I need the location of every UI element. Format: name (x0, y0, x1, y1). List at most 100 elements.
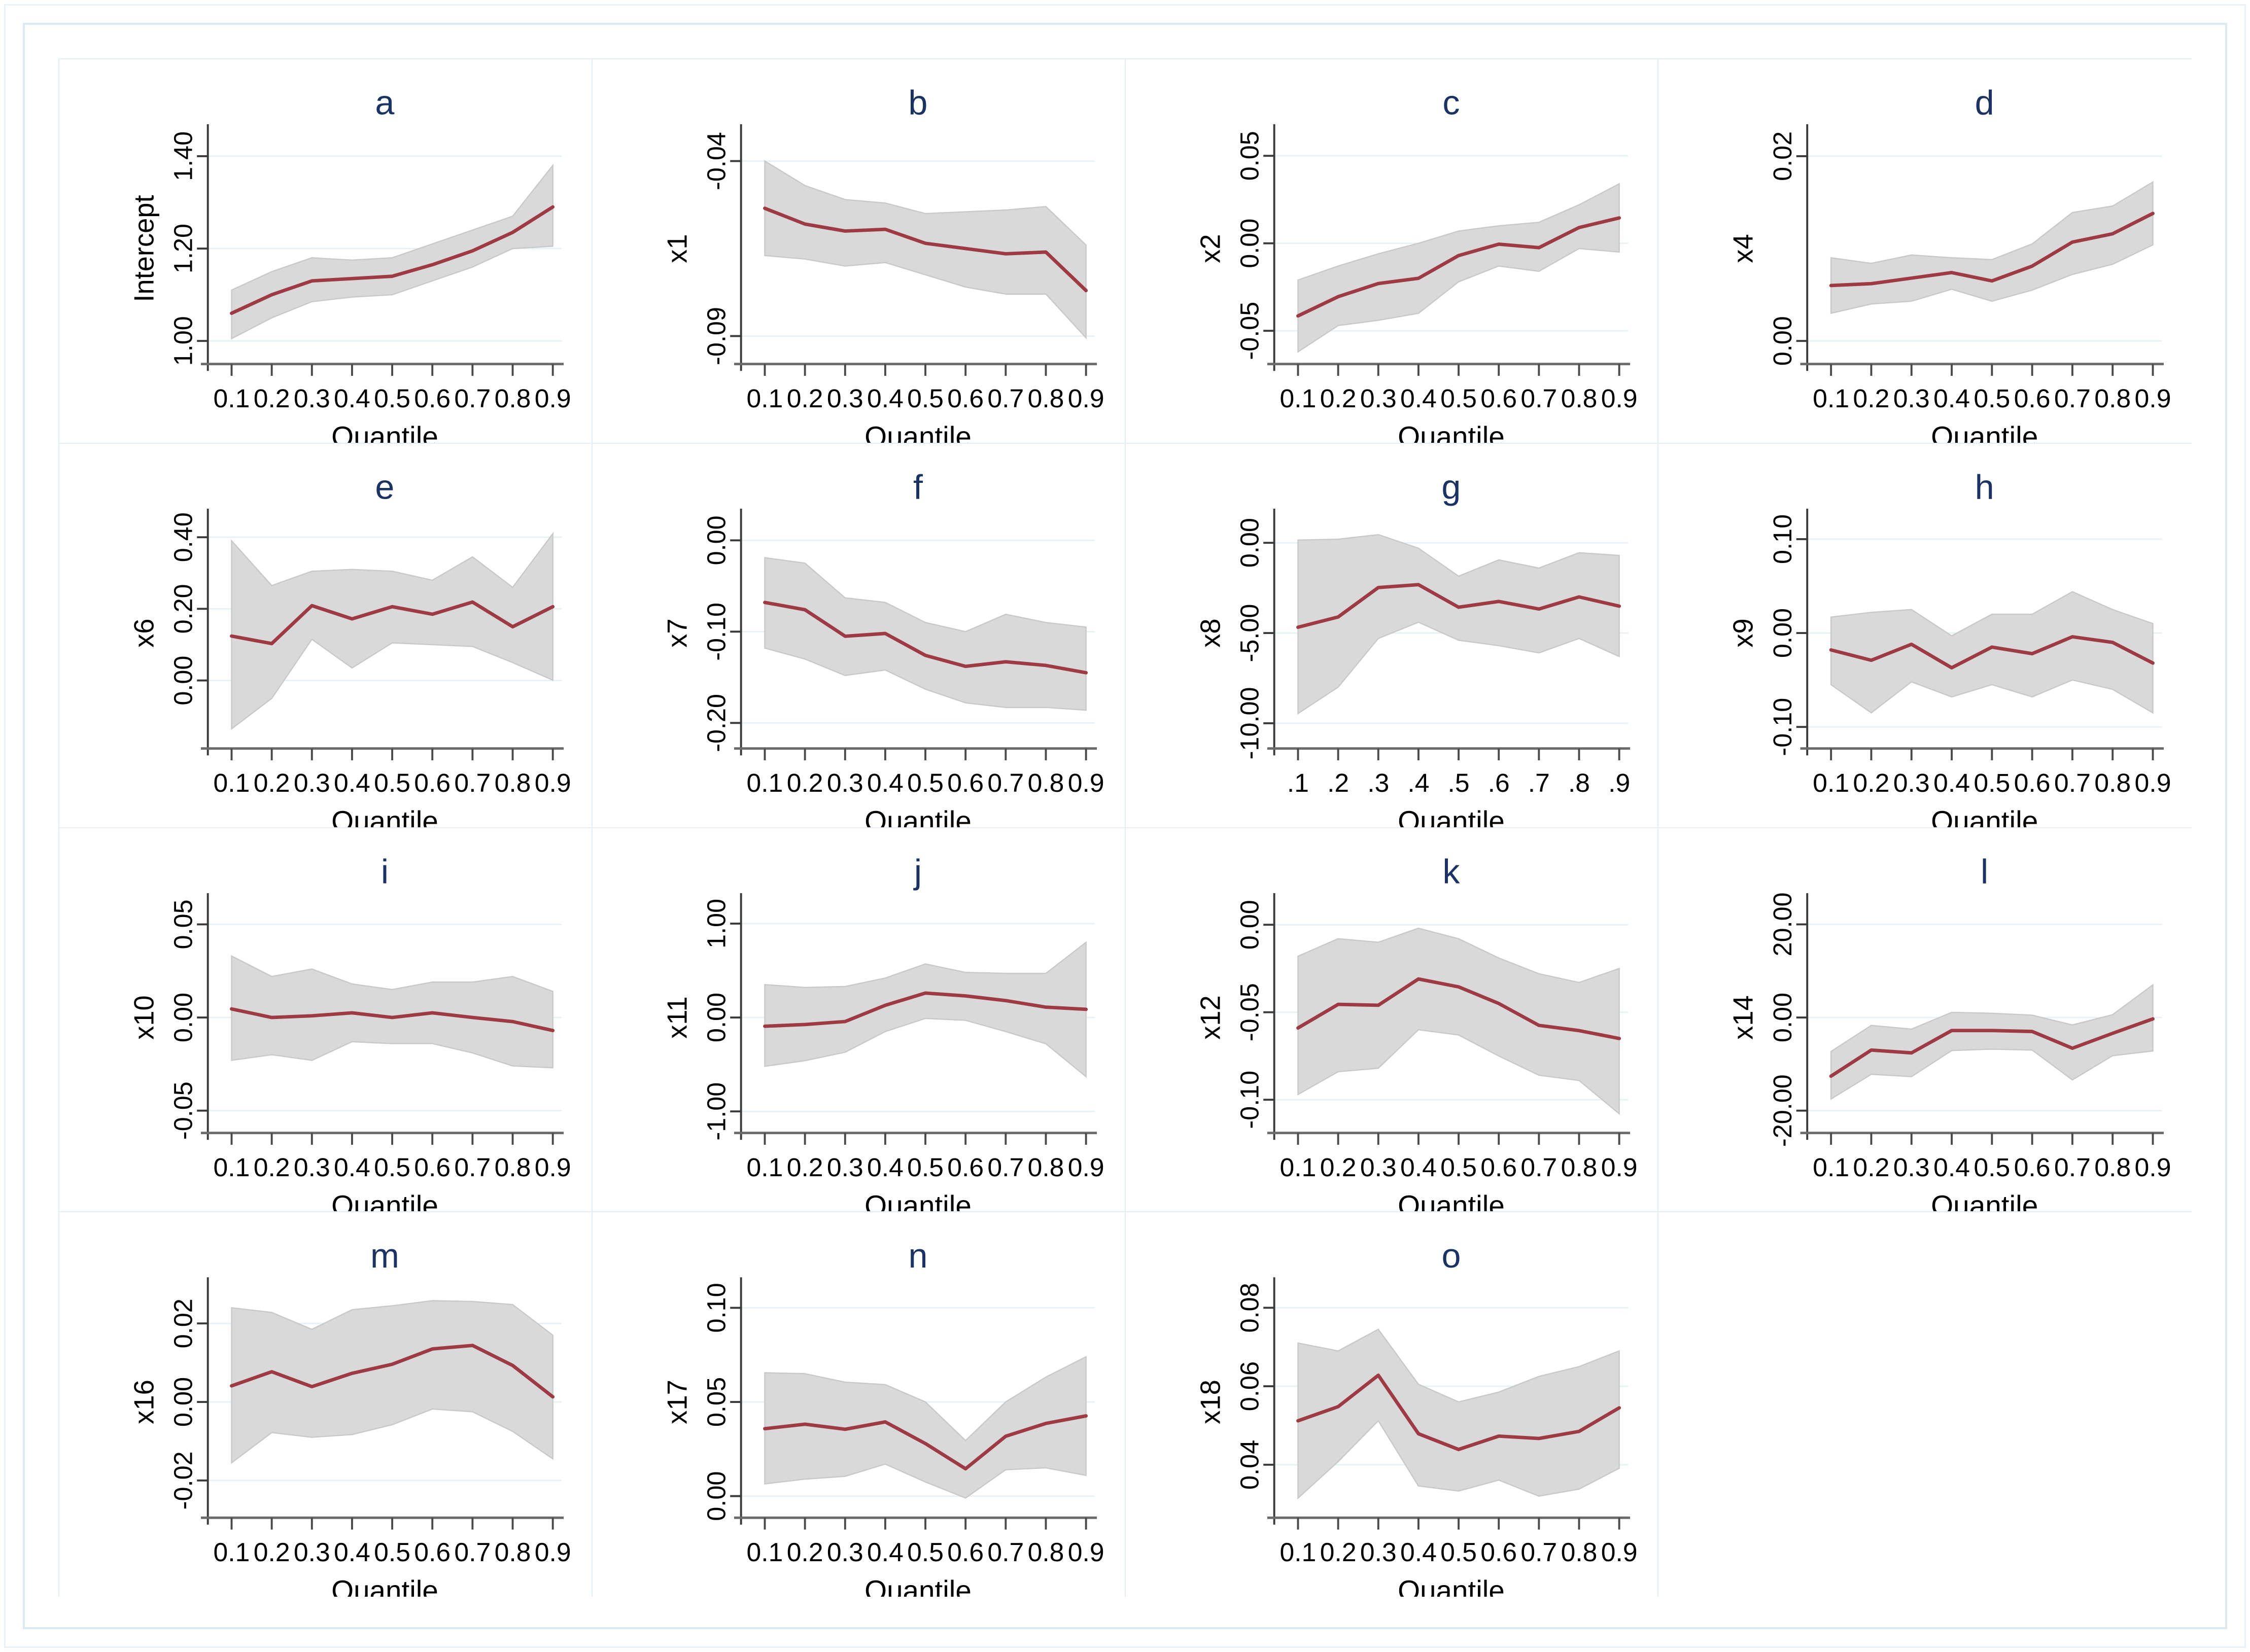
x-tick-label: 0.6 (2014, 768, 2051, 797)
confidence-band (764, 160, 1087, 340)
x-tick-label: 0.6 (414, 383, 451, 413)
y-axis-label: x4 (1728, 234, 1759, 263)
x-tick-label: 0.2 (254, 768, 290, 797)
x-tick-label: .8 (1568, 768, 1589, 797)
x-tick-label: 0.2 (1320, 1537, 1356, 1567)
x-axis-label: Quantile (1931, 421, 2038, 443)
x-tick-label: 0.1 (1813, 1152, 1849, 1182)
x-tick-label: 0.7 (1520, 383, 1557, 413)
x-tick-label: 0.8 (1561, 1152, 1597, 1182)
x-tick-label: 0.3 (294, 1152, 330, 1182)
x-tick-label: 0.4 (1400, 1537, 1437, 1567)
y-axis-label: x12 (1195, 995, 1226, 1039)
x-tick-label: 0.2 (786, 1537, 823, 1567)
x-tick-label: 0.3 (1893, 1152, 1930, 1182)
panel-a-plot: 1.00 1.20 1.40 0.1 0.2 0.3 0.4 0.5 0.6 0.7 0.8 0.9 a… (128, 84, 571, 443)
x-tick-label: 0.8 (495, 1537, 531, 1567)
x-tick-label: 0.4 (334, 1152, 370, 1182)
y-tick-label: -0.05 (168, 1081, 197, 1140)
x-tick-label: 0.7 (454, 383, 491, 413)
panel-title: b (908, 84, 927, 122)
x-tick-label: 0.5 (1440, 383, 1477, 413)
x-tick-label: 0.5 (374, 1152, 410, 1182)
y-tick-label: -1.00 (702, 1082, 731, 1140)
y-tick-label: 0.06 (1235, 1361, 1264, 1411)
panel-title: l (1981, 852, 1988, 891)
confidence-band (1297, 534, 1620, 715)
y-tick-label: 1.40 (168, 131, 197, 181)
panel-l-plot: -20.00 0.00 20.00 0.1 0.2 0.3 0.4 0.5 0.6 0.7 0.8 0… (1728, 852, 2171, 1211)
x-tick-label: 0.6 (2014, 1152, 2051, 1182)
x-tick-label: 0.5 (1440, 1152, 1477, 1182)
x-tick-label: 0.4 (1933, 768, 1970, 797)
x-tick-label: 0.6 (947, 768, 984, 797)
coefficient-line (1829, 1016, 2155, 1078)
panel-n-plot: 0.00 0.05 0.10 0.1 0.2 0.3 0.4 0.5 0.6 0.7 0.8 0.9 n… (662, 1237, 1104, 1597)
x-axis-label: Quantile (331, 421, 438, 443)
x-tick-label: 0.8 (495, 383, 531, 413)
x-tick-label: 0.5 (907, 1537, 944, 1567)
y-tick-label: 0.05 (702, 1377, 731, 1427)
y-axis-label: x8 (1195, 618, 1226, 647)
panel-b: -0.04 -0.09 0.1 0.2 0.3 0.4 0.5 0.6 0.7 0.8 0.9 b x1… (592, 59, 1126, 444)
x-tick-label: 0.7 (2054, 383, 2091, 413)
x-tick-label: 0.1 (746, 383, 783, 413)
x-tick-label: 0.7 (987, 1152, 1024, 1182)
x-axis-label: Quantile (1398, 421, 1505, 443)
x-tick-label: 0.3 (1360, 1537, 1396, 1567)
x-tick-label: 0.3 (1360, 383, 1396, 413)
x-tick-label: 0.8 (1027, 1152, 1064, 1182)
x-tick-label: .7 (1528, 768, 1549, 797)
x-tick-label: 0.7 (987, 1537, 1024, 1567)
x-tick-label: 0.2 (786, 1152, 823, 1182)
coefficient-line (763, 991, 1088, 1028)
x-tick-label: 0.8 (2094, 768, 2131, 797)
panel-h-plot: -0.10 0.00 0.10 0.1 0.2 0.3 0.4 0.5 0.6 0.7 0.8 0.9… (1728, 468, 2171, 827)
x-tick-label: 0.4 (867, 383, 904, 413)
x-tick-label: 0.4 (1933, 383, 1970, 413)
y-tick-label: 0.00 (168, 1377, 197, 1427)
x-tick-label: 0.8 (1561, 1537, 1597, 1567)
panel-l: -20.00 0.00 20.00 0.1 0.2 0.3 0.4 0.5 0.6 0.7 0.8 0… (1658, 828, 2192, 1213)
y-axis-label: x10 (128, 995, 159, 1039)
panel-title: m (370, 1237, 399, 1275)
confidence-band (231, 532, 553, 730)
y-tick-label: 0.40 (168, 512, 197, 562)
x-tick-label: 0.5 (374, 383, 410, 413)
y-axis-label: x1 (662, 234, 693, 263)
panel-d: 0.00 0.02 0.1 0.2 0.3 0.4 0.5 0.6 0.7 0.8 0.9 d x4 Qu… (1658, 59, 2192, 444)
panel-title: f (913, 468, 923, 506)
y-tick-label: -0.05 (1235, 302, 1264, 360)
x-axis-label: Quantile (1398, 1575, 1505, 1597)
y-tick-label: -10.00 (1235, 687, 1264, 759)
x-tick-label: 0.3 (1893, 768, 1930, 797)
x-tick-label: 0.1 (214, 383, 250, 413)
coefficient-line (1296, 583, 1621, 629)
y-tick-label: 0.10 (702, 1283, 731, 1333)
x-tick-label: 0.3 (827, 383, 863, 413)
x-tick-label: 0.9 (535, 383, 571, 413)
y-tick-label: -5.00 (1235, 604, 1264, 662)
y-tick-label: 0.04 (1235, 1440, 1264, 1490)
x-tick-label: 0.8 (1027, 1537, 1064, 1567)
x-tick-label: 0.5 (907, 768, 944, 797)
x-tick-label: 0.6 (2014, 383, 2051, 413)
x-tick-label: 0.9 (1601, 1537, 1637, 1567)
y-tick-label: -20.00 (1768, 1074, 1797, 1147)
x-tick-label: 0.8 (1027, 768, 1064, 797)
panel-o-plot: 0.04 0.06 0.08 0.1 0.2 0.3 0.4 0.5 0.6 0.7 0.8 0.9 o… (1195, 1237, 1637, 1597)
panel-h: -0.10 0.00 0.10 0.1 0.2 0.3 0.4 0.5 0.6 0.7 0.8 0.9… (1658, 443, 2192, 828)
x-tick-label: 0.4 (867, 1537, 904, 1567)
x-tick-label: 0.6 (1480, 383, 1517, 413)
y-tick-label: 0.00 (1235, 518, 1264, 568)
x-tick-label: 0.1 (1279, 383, 1316, 413)
coefficient-line (1829, 212, 2155, 288)
x-tick-label: .9 (1608, 768, 1630, 797)
x-tick-label: 0.4 (1400, 1152, 1436, 1182)
x-tick-label: 0.5 (374, 768, 410, 797)
y-axis-label: x17 (662, 1380, 693, 1424)
panel-o: 0.04 0.06 0.08 0.1 0.2 0.3 0.4 0.5 0.6 0.7 0.8 0.9 o… (1125, 1212, 1659, 1597)
y-axis-label: x6 (128, 618, 159, 647)
y-tick-label: 0.00 (168, 993, 197, 1042)
y-tick-label: 0.00 (1768, 316, 1797, 366)
